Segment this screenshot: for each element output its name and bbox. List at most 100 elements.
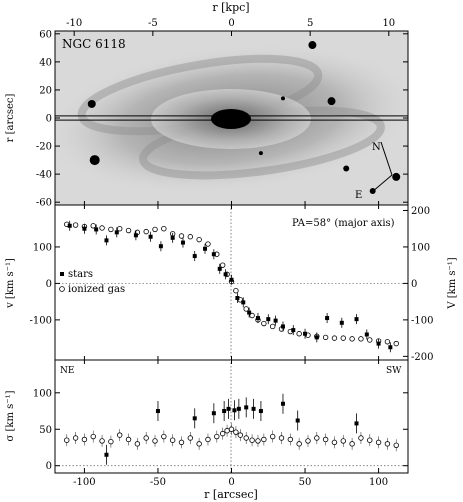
image-y-tick-label: 20	[39, 85, 52, 96]
image-y-tick-label: 40	[39, 57, 52, 68]
dispersion-star-point	[258, 409, 263, 414]
dispersion-gas-point	[143, 435, 149, 441]
top-tick-label: 0	[228, 18, 234, 29]
dispersion-star-point	[232, 408, 237, 413]
velocity-gas-point	[296, 331, 302, 337]
velocity-star-point	[291, 328, 296, 333]
dispersion-y-tick-label: 50	[39, 425, 52, 436]
velocity-y-tick-label-right: 0	[411, 279, 417, 290]
velocity-y-tick-label-right: -200	[411, 352, 433, 363]
velocity-gas-point	[219, 262, 226, 268]
dispersion-gas-point	[367, 437, 373, 443]
dispersion-gas-point	[99, 438, 105, 444]
velocity-star-point	[133, 233, 138, 238]
velocity-gas-point	[331, 335, 338, 341]
field-star	[327, 97, 336, 106]
velocity-y-tick-label: 0	[46, 279, 52, 290]
velocity-star-point	[217, 266, 222, 271]
velocity-star-point	[114, 230, 119, 235]
dispersion-gas-point	[169, 437, 176, 443]
velocity-star-point	[273, 318, 278, 323]
dispersion-gas-point	[134, 441, 141, 447]
dispersion-gas-point	[287, 436, 294, 443]
dispersion-gas-point	[224, 428, 230, 434]
velocity-y-tick-label-right: 200	[411, 206, 430, 217]
velocity-gas-point	[243, 306, 249, 312]
dispersion-gas-point	[117, 432, 123, 438]
image-panel: NGC 6118 N E	[54, 30, 409, 206]
velocity-star-point	[67, 223, 72, 228]
velocity-star-point	[235, 296, 240, 300]
velocity-ylabel-left: v [km s⁻¹]	[5, 258, 16, 309]
velocity-star-point	[376, 341, 381, 346]
field-stars	[87, 41, 401, 194]
velocity-gas-point	[196, 236, 202, 243]
velocity-data	[64, 220, 399, 353]
dispersion-gas-point	[152, 438, 158, 444]
velocity-star-point	[247, 310, 252, 315]
field-star	[280, 96, 285, 101]
compass-north-arrow	[380, 141, 393, 176]
velocity-gas-point	[269, 323, 276, 330]
velocity-gas-point	[322, 334, 329, 341]
velocity-star-point	[303, 331, 308, 336]
legend-stars-label: stars	[68, 269, 93, 280]
bottom-axis-label: r [arcsec]	[204, 488, 258, 501]
velocity-gas-point	[349, 336, 355, 342]
field-star	[343, 165, 350, 172]
dispersion-y-tick-label: 0	[46, 461, 52, 472]
velocity-star-point	[354, 317, 359, 322]
dispersion-gas-point	[72, 435, 79, 441]
dispersion-star-point	[222, 409, 227, 414]
dispersion-gas-point	[237, 432, 244, 438]
velocity-gas-point	[117, 226, 123, 232]
dispersion-gas-point	[233, 429, 239, 435]
field-star	[87, 99, 96, 108]
velocity-star-point	[180, 240, 185, 245]
compass-north-label: N	[372, 142, 381, 153]
pa-label: PA=58° (major axis)	[292, 218, 395, 229]
velocity-legend: stars ionized gas	[59, 269, 125, 295]
velocity-y-tick-label-right: -100	[411, 315, 433, 326]
velocity-star-point	[211, 252, 216, 257]
dispersion-star-point	[295, 418, 300, 423]
galaxy-bulge	[211, 109, 251, 129]
dispersion-gas-point	[349, 441, 355, 447]
velocity-gas-point	[340, 335, 346, 341]
x-tick-label: -100	[73, 477, 95, 488]
velocity-star-point	[229, 277, 234, 282]
dispersion-gas-point	[219, 430, 226, 437]
dispersion-gas-point	[255, 438, 261, 444]
velocity-gas-point	[187, 234, 194, 240]
dispersion-star-point	[236, 406, 241, 411]
dispersion-gas-point	[278, 435, 285, 441]
axis-ticks: -10 -5 0 5 10-100 -50 0 50 100-60-40-200204060-1…	[30, 18, 434, 488]
velocity-star-point	[364, 332, 369, 337]
x-tick-label: 50	[299, 477, 312, 488]
velocity-gas-point	[367, 337, 373, 343]
dispersion-gas-point	[228, 426, 235, 432]
dispersion-gas-point	[296, 441, 302, 447]
dispersion-star-point	[192, 416, 197, 421]
x-tick-label: -50	[150, 477, 166, 488]
dispersion-gas-point	[196, 441, 202, 447]
velocity-y-tick-label: 100	[33, 242, 52, 253]
legend-gas-marker	[59, 286, 65, 292]
compass-east-arrow	[371, 174, 393, 193]
velocity-gas-point	[125, 227, 132, 234]
dispersion-star-point	[104, 452, 109, 457]
galaxy-label: NGC 6118	[62, 37, 126, 51]
compass-east-label: E	[355, 190, 362, 201]
dispersion-frame	[54, 359, 409, 474]
ne-label: NE	[60, 366, 74, 376]
dispersion-gas-point	[375, 439, 382, 446]
velocity-star-point	[266, 317, 271, 322]
dispersion-gas-point	[243, 435, 249, 441]
top-tick-label: 5	[307, 18, 313, 29]
dispersion-ylabel: σ [km s⁻¹]	[5, 390, 16, 441]
dispersion-star-point	[226, 406, 231, 411]
dispersion-gas-point	[125, 436, 132, 443]
sw-label: SW	[386, 366, 402, 376]
velocity-star-point	[388, 345, 393, 350]
